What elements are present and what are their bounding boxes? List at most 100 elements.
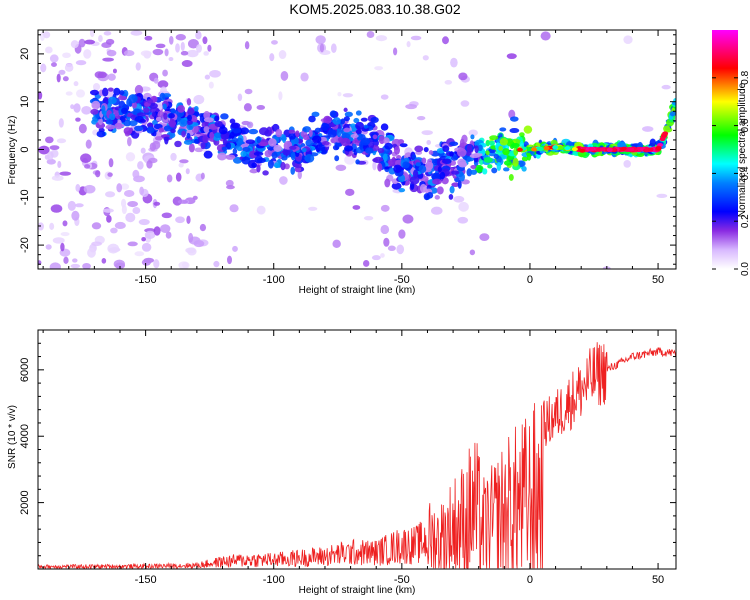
heatmap-cell xyxy=(109,113,116,121)
heatmap-speckle xyxy=(178,162,184,168)
heatmap-cell xyxy=(262,170,269,176)
heatmap-speckle xyxy=(132,169,140,179)
heatmap-speckle xyxy=(426,140,431,145)
heatmap-cell xyxy=(151,111,156,118)
heatmap-cell xyxy=(372,134,378,140)
heatmap-speckle xyxy=(202,36,208,45)
heatmap-cell xyxy=(423,193,430,201)
heatmap-speckle xyxy=(49,222,55,230)
snr-y-label: SNR (10 * v/v) xyxy=(7,405,18,469)
colorbar-tick-label: 0.4 xyxy=(740,166,750,180)
heatmap-speckle xyxy=(141,237,146,242)
heatmap-speckle xyxy=(195,31,202,40)
heatmap-cell xyxy=(241,120,251,126)
heatmap-cell xyxy=(415,162,422,167)
heatmap-speckle xyxy=(168,57,174,62)
heatmap-cell xyxy=(477,144,483,152)
heatmap-speckle xyxy=(175,43,180,53)
heatmap-cell xyxy=(162,103,167,110)
heatmap-cell xyxy=(143,107,150,113)
colorbar-tick-label: 0.6 xyxy=(740,118,750,132)
heatmap-speckle xyxy=(50,204,63,213)
heatmap-speckle xyxy=(226,185,235,190)
heatmap-speckle xyxy=(164,48,169,57)
heatmap-cell xyxy=(203,126,210,133)
heatmap-speckle xyxy=(73,103,81,113)
heatmap-cell xyxy=(437,166,443,173)
heatmap-cell xyxy=(136,112,146,117)
heatmap-speckle xyxy=(371,255,381,261)
heatmap-cell xyxy=(402,161,410,169)
heatmap-cell xyxy=(470,169,478,175)
heatmap-cell xyxy=(290,151,296,161)
y-tick-label: -20 xyxy=(19,237,31,253)
heatmap-speckle xyxy=(256,205,266,215)
heatmap-speckle xyxy=(51,62,57,67)
heatmap-speckle xyxy=(91,222,102,230)
heatmap-cell xyxy=(391,182,402,190)
heatmap-cell xyxy=(493,154,500,159)
heatmap-speckle xyxy=(194,147,204,153)
heatmap-cell xyxy=(119,90,125,96)
heatmap-cell xyxy=(451,182,460,188)
heatmap-speckle xyxy=(209,69,221,78)
heatmap-speckle xyxy=(468,129,478,137)
heatmap-cell xyxy=(499,127,507,132)
heatmap-speckle xyxy=(153,226,161,236)
heatmap-speckle xyxy=(297,170,302,180)
heatmap-cell xyxy=(499,138,508,146)
heatmap-cell xyxy=(290,166,296,175)
heatmap-speckle xyxy=(363,215,374,221)
heatmap-cell xyxy=(439,171,446,180)
heatmap-speckle xyxy=(60,242,65,252)
heatmap-speckle xyxy=(160,224,171,233)
heatmap-cell xyxy=(428,150,434,155)
heatmap-speckle xyxy=(144,35,153,41)
heatmap-cell xyxy=(170,129,176,134)
heatmap-cell xyxy=(288,129,296,134)
heatmap-cell xyxy=(105,119,114,125)
heatmap-speckle xyxy=(178,261,190,269)
heatmap-speckle xyxy=(95,170,101,178)
heatmap-speckle xyxy=(49,262,61,269)
heatmap-cell xyxy=(102,87,109,97)
heatmap-speckle xyxy=(92,83,101,91)
heatmap-speckle xyxy=(410,35,422,41)
heatmap-cell xyxy=(466,143,473,153)
y-tick-label: 0 xyxy=(19,146,31,152)
heatmap-cell xyxy=(101,105,106,114)
heatmap-speckle xyxy=(181,60,193,68)
heatmap-speckle xyxy=(155,101,163,110)
heatmap-speckle xyxy=(75,60,87,66)
heatmap-cell xyxy=(311,135,322,144)
heatmap-core-cell xyxy=(516,147,523,152)
heatmap-cell xyxy=(485,150,490,156)
heatmap-speckle xyxy=(175,216,185,224)
heatmap-cell xyxy=(350,133,359,139)
heatmap-cell xyxy=(308,129,313,137)
heatmap-cell xyxy=(242,146,251,153)
heatmap-cell xyxy=(370,116,379,124)
heatmap-cell xyxy=(139,118,146,123)
heatmap-cell xyxy=(256,157,266,163)
heatmap-cell xyxy=(353,117,360,124)
snr-ticks: -150 -100 -50 0 50 2000 4000 6000 xyxy=(19,329,676,586)
snr-frame xyxy=(37,329,677,570)
heatmap-cell xyxy=(258,141,269,147)
heatmap-cell xyxy=(509,116,519,122)
heatmap-core-cell xyxy=(543,146,550,151)
heatmap-cell xyxy=(474,145,479,154)
heatmap-speckle xyxy=(42,31,51,39)
figure-title: KOM5.2025.083.10.38.G02 xyxy=(289,1,461,17)
heatmap-speckle xyxy=(366,31,375,39)
heatmap-speckle xyxy=(458,201,469,212)
heatmap-speckle xyxy=(120,183,130,190)
heatmap-cell xyxy=(343,116,350,122)
heatmap-speckle xyxy=(140,147,146,154)
heatmap-cell xyxy=(344,111,353,118)
heatmap-speckle xyxy=(144,230,156,239)
heatmap-speckle xyxy=(372,161,377,171)
heatmap-cell xyxy=(495,142,501,147)
heatmap-speckle xyxy=(623,35,633,45)
heatmap-speckle xyxy=(59,171,72,176)
